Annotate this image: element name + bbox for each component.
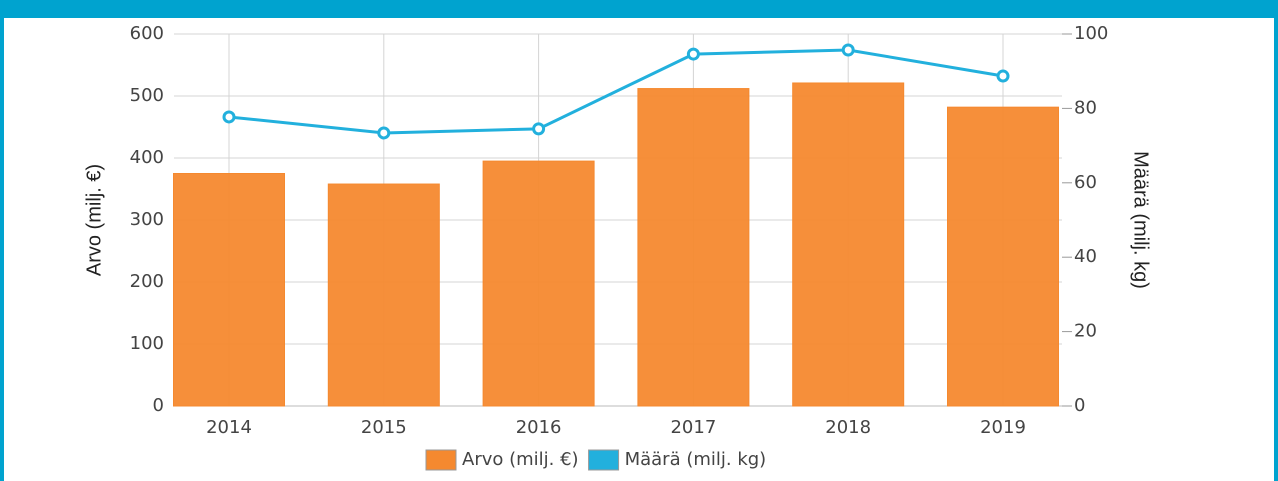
y-axis-title: Arvo (milj. €) xyxy=(83,164,105,276)
y-tick-label: 400 xyxy=(130,147,164,168)
legend-swatch xyxy=(425,449,457,471)
y2-tick-label: 40 xyxy=(1074,246,1097,267)
bar xyxy=(637,88,750,407)
y-tick-label: 0 xyxy=(153,395,164,416)
x-tick-label: 2018 xyxy=(825,417,871,438)
bar xyxy=(792,82,905,407)
legend-swatch xyxy=(588,449,620,471)
x-tick-label: 2016 xyxy=(516,417,562,438)
bar xyxy=(947,106,1059,407)
legend-label: Arvo (milj. €) xyxy=(462,449,579,470)
x-tick-label: 2015 xyxy=(361,417,407,438)
y2-tick-label: 20 xyxy=(1074,321,1097,342)
line-point xyxy=(686,47,700,61)
line-point xyxy=(996,69,1010,83)
y-tick-label: 500 xyxy=(130,85,164,106)
bar xyxy=(327,183,440,407)
x-tick-label: 2014 xyxy=(206,417,252,438)
x-tick-label: 2017 xyxy=(670,417,716,438)
line-point xyxy=(532,122,546,136)
legend-label: Määrä (milj. kg) xyxy=(625,449,767,470)
y2-tick-label: 100 xyxy=(1074,23,1108,44)
y2-axis-title: Määrä (milj. kg) xyxy=(1130,151,1152,289)
line-point xyxy=(222,110,236,124)
line xyxy=(228,48,1004,135)
y-tick-label: 300 xyxy=(130,209,164,230)
y2-tick-label: 0 xyxy=(1074,395,1085,416)
y2-tick-label: 60 xyxy=(1074,172,1097,193)
y-tick-label: 100 xyxy=(130,333,164,354)
bar xyxy=(173,173,285,407)
y-tick-label: 600 xyxy=(130,23,164,44)
line-point xyxy=(377,126,391,140)
line-point xyxy=(841,43,855,57)
x-tick-label: 2019 xyxy=(980,417,1026,438)
bar xyxy=(482,160,595,407)
left-border xyxy=(0,0,4,481)
y2-tick-label: 80 xyxy=(1074,97,1097,118)
right-border xyxy=(1274,0,1278,481)
y-tick-label: 200 xyxy=(130,271,164,292)
top-bar xyxy=(0,0,1278,18)
